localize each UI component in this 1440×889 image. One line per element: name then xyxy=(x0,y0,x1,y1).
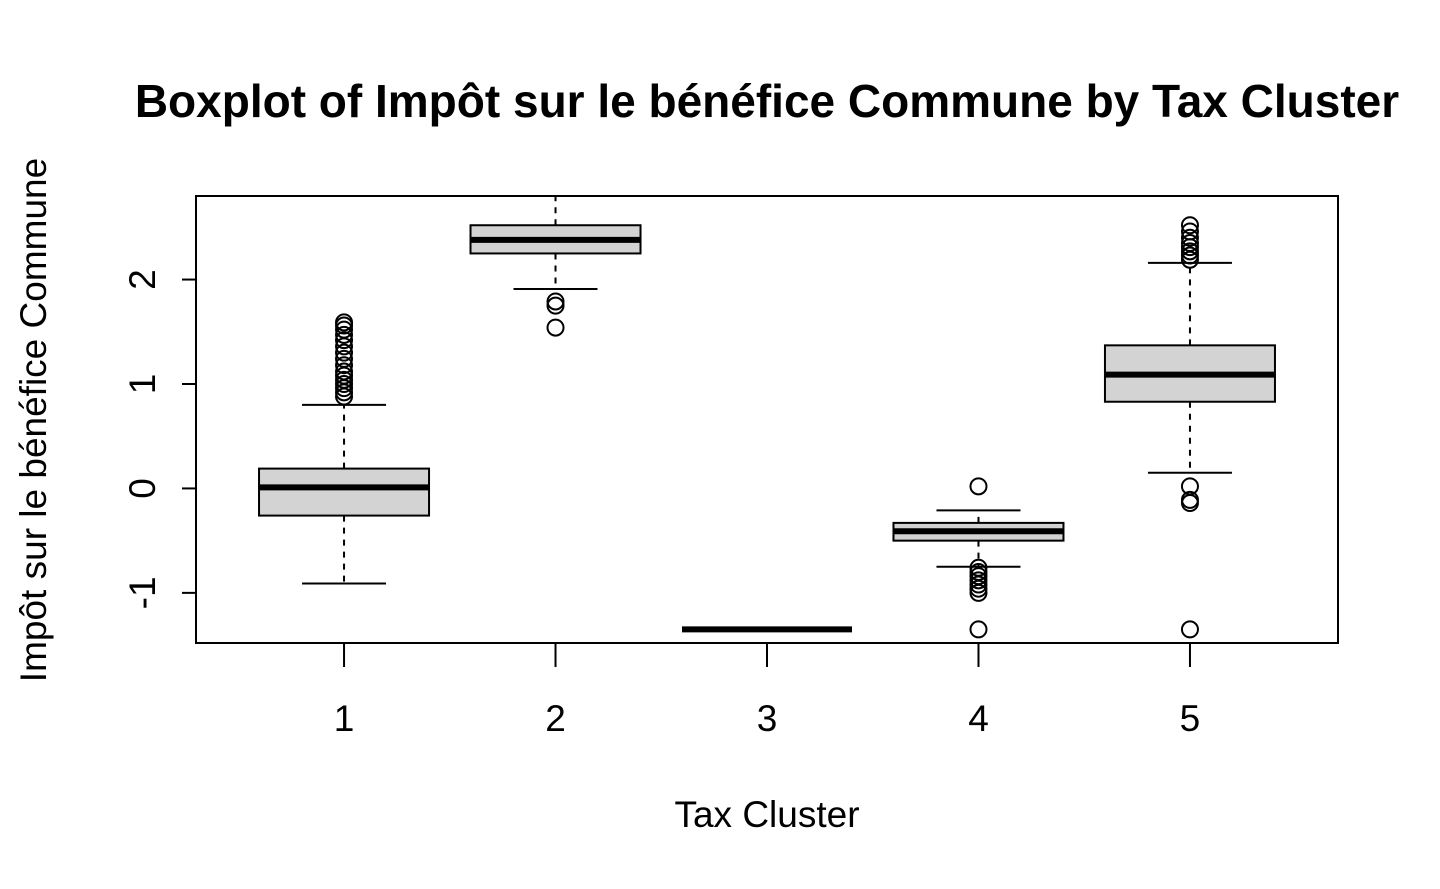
outlier-point xyxy=(546,296,565,315)
outlier-point xyxy=(969,583,988,602)
x-tick-label: 4 xyxy=(968,698,989,739)
outlier-point xyxy=(969,579,988,598)
outlier-point xyxy=(335,374,354,393)
outlier-point xyxy=(969,477,988,496)
outlier-point xyxy=(1180,228,1199,247)
iqr-box xyxy=(258,467,431,517)
y-axis-label: Impôt sur le bénéfice Commune xyxy=(13,158,54,682)
box-cluster-2 xyxy=(469,196,642,337)
y-tick-label: -1 xyxy=(122,576,163,609)
outlier-point xyxy=(335,349,354,368)
outlier-point xyxy=(335,343,354,362)
y-tick-label: 2 xyxy=(122,269,163,290)
outlier-point xyxy=(1180,216,1199,235)
x-axis-label: Tax Cluster xyxy=(674,794,859,835)
outlier-point xyxy=(335,362,354,381)
outlier-point xyxy=(969,571,988,590)
box-cluster-1 xyxy=(258,313,431,585)
x-tick-label: 5 xyxy=(1180,698,1201,739)
y-tick-label: 0 xyxy=(122,478,163,499)
outlier-point xyxy=(1180,242,1199,261)
outlier-point xyxy=(335,320,354,339)
x-tick-label: 1 xyxy=(334,698,355,739)
x-tick-label: 2 xyxy=(545,698,566,739)
chart-title: Boxplot of Impôt sur le bénéfice Commune… xyxy=(135,75,1399,127)
outlier-point xyxy=(1180,494,1199,513)
box-cluster-4 xyxy=(892,477,1065,639)
x-axis: 1 2 3 4 5 xyxy=(334,643,1201,739)
outlier-point xyxy=(335,370,354,389)
outlier-point xyxy=(335,331,354,350)
y-axis: -1 0 1 2 xyxy=(122,269,196,609)
plot-area xyxy=(258,196,1276,639)
outlier-point xyxy=(1180,620,1199,639)
outlier-point xyxy=(969,575,988,594)
outlier-point xyxy=(1180,222,1199,241)
outlier-point xyxy=(546,292,565,311)
outlier-point xyxy=(1180,233,1199,252)
outlier-point xyxy=(969,620,988,639)
y-tick-label: 1 xyxy=(122,374,163,395)
outlier-point xyxy=(335,325,354,344)
outlier-point xyxy=(335,313,354,332)
outlier-point xyxy=(335,356,354,375)
outlier-point xyxy=(546,318,565,337)
x-tick-label: 3 xyxy=(757,698,778,739)
outlier-point xyxy=(1180,246,1199,265)
box-cluster-5 xyxy=(1103,216,1276,639)
